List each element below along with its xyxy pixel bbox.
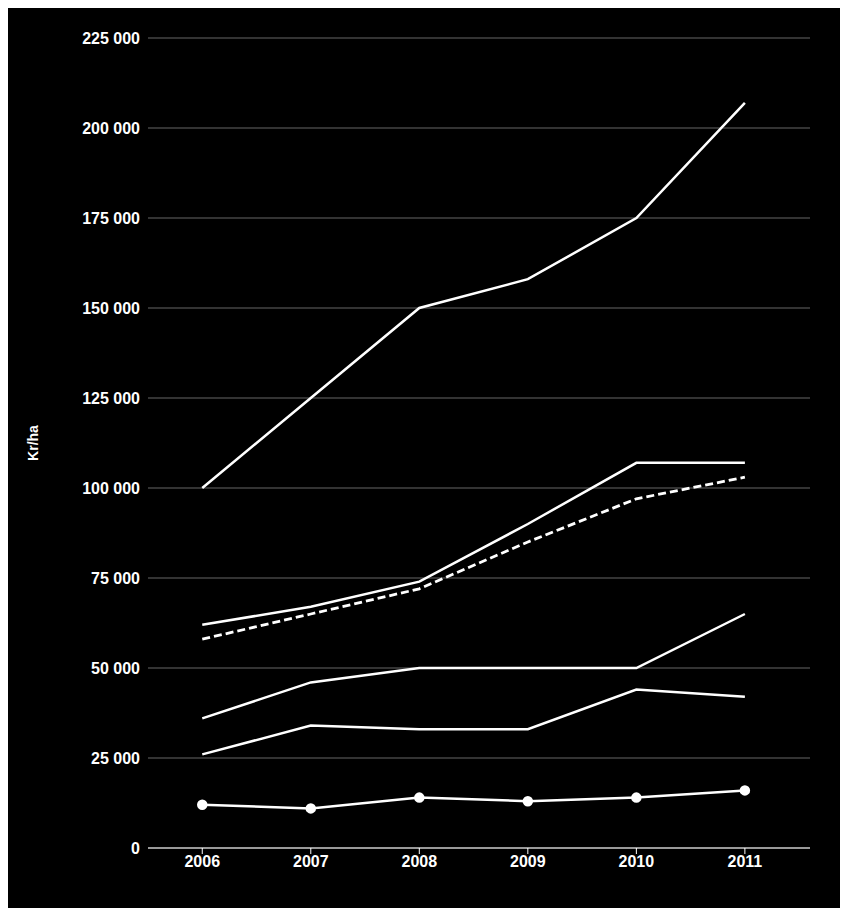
svg-text:0: 0 [131,840,140,857]
svg-text:100 000: 100 000 [82,480,140,497]
svg-text:Kr/ha: Kr/ha [25,425,41,461]
svg-text:2008: 2008 [402,853,438,870]
svg-text:200 000: 200 000 [82,120,140,137]
svg-text:50 000: 50 000 [91,660,140,677]
svg-text:125 000: 125 000 [82,390,140,407]
svg-text:150 000: 150 000 [82,300,140,317]
svg-text:2009: 2009 [510,853,546,870]
svg-text:2010: 2010 [619,853,655,870]
svg-text:75 000: 75 000 [91,570,140,587]
svg-text:2006: 2006 [184,853,220,870]
svg-text:25 000: 25 000 [91,750,140,767]
svg-text:175 000: 175 000 [82,210,140,227]
svg-text:2007: 2007 [293,853,329,870]
svg-text:2011: 2011 [728,853,763,870]
svg-text:225 000: 225 000 [82,30,140,47]
